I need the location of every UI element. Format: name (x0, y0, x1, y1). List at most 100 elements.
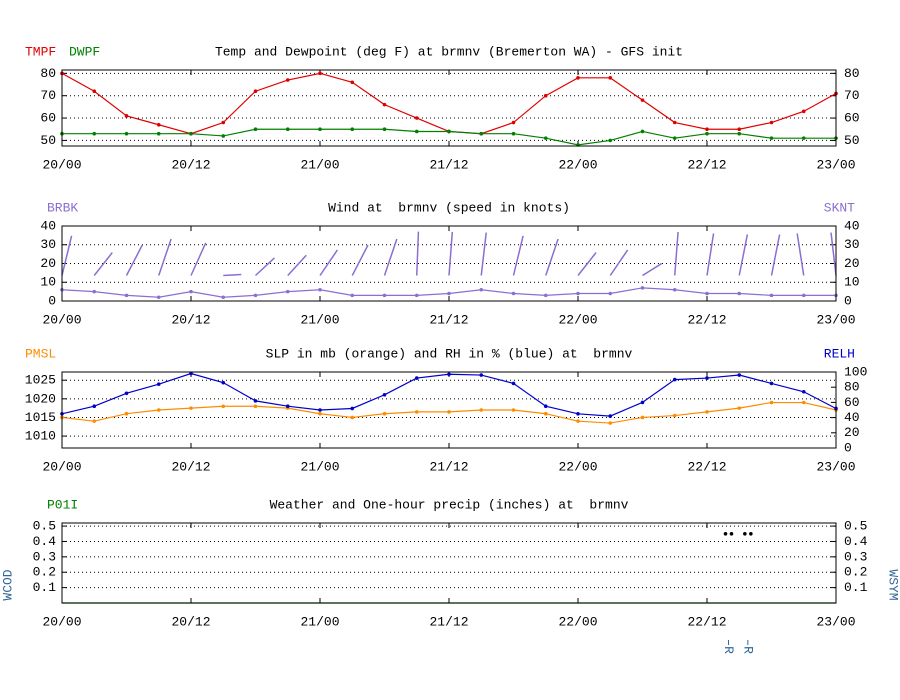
series-point (511, 291, 516, 296)
series-point (672, 120, 677, 125)
series-point (769, 293, 774, 298)
y2-tick-label: 70 (844, 88, 860, 103)
x-tick-label: 21/12 (429, 157, 468, 172)
x-tick-label: 23/00 (816, 312, 855, 327)
wind-barb (223, 273, 242, 277)
x-tick-label: 22/12 (687, 614, 726, 629)
weather-dot (729, 531, 734, 536)
y-tick-label: 10 (40, 275, 56, 290)
series-point (801, 136, 806, 140)
y-tick-label: 30 (40, 237, 56, 252)
weather-symbol: R (740, 646, 755, 654)
series-point (285, 127, 290, 132)
y2-tick-label: 0.5 (844, 519, 867, 534)
series-point (318, 127, 322, 132)
wind-barb (577, 252, 597, 276)
series-point (511, 120, 516, 125)
y-tick-label: 40 (40, 218, 56, 233)
series-point (737, 291, 742, 296)
y-tick-label: 0.1 (33, 580, 57, 595)
series-point (189, 371, 193, 376)
x-tick-label: 22/00 (558, 459, 597, 474)
plot-frame (61, 69, 837, 147)
y-tick-label: 20 (40, 256, 56, 271)
panel-title: Wind at brmnv (speed in knots) (328, 200, 570, 215)
plot-frame (61, 522, 837, 604)
y2-tick-label: 40 (844, 218, 860, 233)
y-tick-label: 1010 (25, 429, 56, 444)
wind-barb (93, 252, 113, 276)
series-point (801, 109, 806, 114)
y2-tick-label: 20 (844, 256, 860, 271)
series-point (769, 136, 774, 140)
series-point (253, 404, 258, 409)
y2-tick-label: 60 (844, 395, 860, 410)
x-tick-label: 20/00 (42, 459, 81, 474)
y-tick-label: 0 (48, 293, 56, 308)
series-point (318, 411, 322, 416)
series-point (737, 373, 742, 377)
series-point (253, 127, 258, 132)
series-point (350, 293, 355, 298)
wind-barb (770, 234, 781, 276)
series-point (447, 129, 451, 134)
series-point (801, 400, 806, 405)
y2-tick-label: 80 (844, 380, 860, 395)
series-point (672, 413, 677, 418)
series-point (479, 287, 484, 292)
x-tick-label: 22/12 (687, 459, 726, 474)
series-point (350, 127, 355, 132)
series-point (253, 89, 258, 94)
series-point (640, 286, 645, 290)
series-point (769, 120, 774, 125)
series-point (640, 129, 645, 134)
series-point (221, 120, 226, 125)
y-tick-label: 0.3 (33, 549, 56, 564)
series-point (382, 293, 387, 298)
legend-label: PMSL (25, 346, 56, 361)
y2-tick-label: 0.2 (844, 565, 867, 580)
wind-barb (383, 238, 398, 276)
plot-frame (61, 371, 837, 449)
y2-tick-label: 0.3 (844, 549, 867, 564)
series-point (511, 131, 516, 136)
x-tick-label: 20/12 (171, 312, 210, 327)
series-point (672, 136, 677, 140)
series-point (350, 406, 355, 411)
x-tick-label: 22/12 (687, 312, 726, 327)
series-point (447, 372, 451, 377)
series-point (221, 380, 226, 385)
series-point (479, 131, 484, 136)
x-tick-label: 23/00 (816, 459, 855, 474)
y2-tick-label: 0.1 (844, 580, 868, 595)
x-tick-label: 23/00 (816, 614, 855, 629)
series-point (382, 102, 387, 107)
y-tick-label: 1025 (25, 373, 56, 388)
series-point (253, 293, 258, 298)
y-tick-label: 60 (40, 110, 56, 125)
series-point (608, 414, 613, 418)
y2-tick-label: 60 (844, 110, 860, 125)
wind-barb (254, 257, 275, 277)
plot-frame (61, 225, 837, 302)
series-point (705, 131, 709, 136)
x-tick-label: 22/12 (687, 157, 726, 172)
series-point (189, 131, 193, 136)
y2-tick-label: 40 (844, 410, 860, 425)
wind-barb (190, 242, 207, 276)
y2-tick-label: 0 (844, 440, 852, 455)
wind-barb (545, 238, 559, 276)
series-point (576, 419, 580, 423)
series-point (672, 377, 677, 382)
x-tick-label: 21/00 (300, 157, 339, 172)
x-tick-label: 20/00 (42, 312, 81, 327)
series-point (253, 399, 258, 403)
weather-dot (723, 531, 728, 536)
series-point (382, 127, 387, 132)
x-tick-label: 21/12 (429, 614, 468, 629)
y-tick-label: 70 (40, 88, 56, 103)
series-point (414, 376, 419, 380)
wind-barb (830, 232, 837, 276)
series-point (156, 408, 161, 412)
series-point (543, 293, 548, 298)
